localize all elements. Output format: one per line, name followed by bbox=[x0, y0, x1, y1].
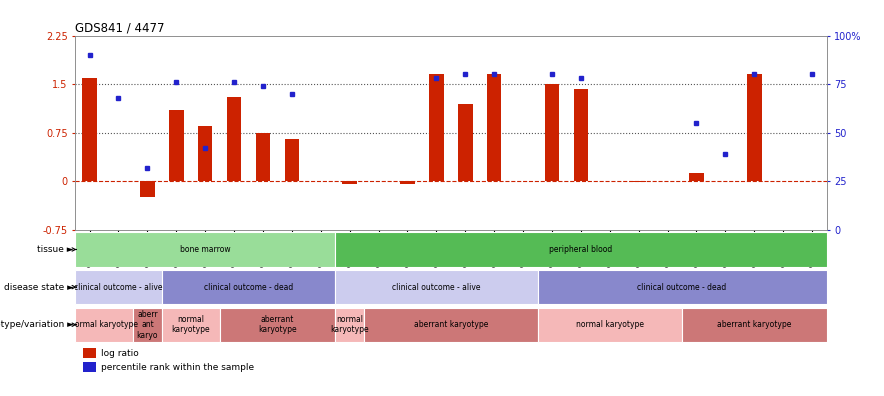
Bar bbox=[429, 74, 444, 181]
Text: aberrant
karyotype: aberrant karyotype bbox=[258, 315, 297, 334]
Text: clinical outcome - dead: clinical outcome - dead bbox=[204, 283, 293, 291]
Text: clinical outcome - dead: clinical outcome - dead bbox=[637, 283, 727, 291]
Bar bbox=[227, 97, 241, 181]
Bar bbox=[83, 362, 96, 372]
Bar bbox=[75, 270, 162, 304]
Bar bbox=[690, 173, 704, 181]
Bar bbox=[545, 84, 560, 181]
Bar bbox=[537, 270, 827, 304]
Bar bbox=[335, 308, 364, 342]
Bar bbox=[682, 308, 827, 342]
Bar bbox=[537, 308, 682, 342]
Text: genotype/variation ►: genotype/variation ► bbox=[0, 320, 73, 329]
Bar bbox=[335, 232, 827, 267]
Text: log ratio: log ratio bbox=[102, 349, 139, 358]
Text: clinical outcome - alive: clinical outcome - alive bbox=[392, 283, 481, 291]
Bar bbox=[141, 181, 155, 197]
Text: normal
karyotype: normal karyotype bbox=[171, 315, 210, 334]
Bar bbox=[75, 232, 335, 267]
Text: bone marrow: bone marrow bbox=[179, 245, 231, 254]
Text: percentile rank within the sample: percentile rank within the sample bbox=[102, 363, 255, 372]
Bar bbox=[285, 139, 299, 181]
Bar bbox=[364, 308, 537, 342]
Bar bbox=[487, 74, 501, 181]
Bar bbox=[574, 89, 588, 181]
Bar bbox=[342, 181, 357, 185]
Text: normal karyotype: normal karyotype bbox=[575, 320, 644, 329]
Bar bbox=[82, 78, 97, 181]
Bar bbox=[631, 181, 646, 183]
Text: aberr
ant
karyo: aberr ant karyo bbox=[137, 310, 158, 340]
Bar bbox=[198, 126, 212, 181]
Bar bbox=[162, 270, 335, 304]
Bar bbox=[747, 74, 761, 181]
Bar bbox=[133, 308, 162, 342]
Text: tissue ►: tissue ► bbox=[37, 245, 73, 254]
Bar bbox=[75, 308, 133, 342]
Text: clinical outcome - alive: clinical outcome - alive bbox=[74, 283, 163, 291]
Text: GDS841 / 4477: GDS841 / 4477 bbox=[75, 21, 164, 34]
Text: aberrant karyotype: aberrant karyotype bbox=[414, 320, 488, 329]
Text: disease state ►: disease state ► bbox=[4, 283, 73, 291]
Bar bbox=[400, 181, 415, 185]
Bar bbox=[169, 110, 184, 181]
Text: aberrant karyotype: aberrant karyotype bbox=[717, 320, 791, 329]
Bar bbox=[219, 308, 335, 342]
Bar bbox=[162, 308, 219, 342]
Bar bbox=[83, 348, 96, 358]
Text: peripheral blood: peripheral blood bbox=[549, 245, 613, 254]
Text: normal karyotype: normal karyotype bbox=[70, 320, 138, 329]
Bar bbox=[458, 103, 473, 181]
Bar bbox=[255, 133, 271, 181]
Text: normal
karyotype: normal karyotype bbox=[331, 315, 369, 334]
Bar bbox=[335, 270, 537, 304]
